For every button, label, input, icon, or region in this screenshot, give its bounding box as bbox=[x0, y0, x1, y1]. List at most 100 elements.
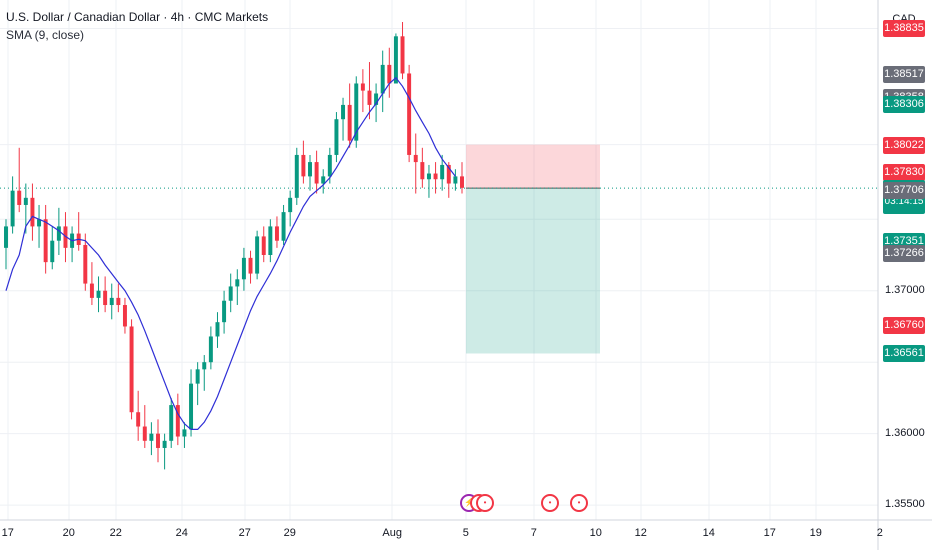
candle-body bbox=[426, 173, 431, 180]
candle-body bbox=[327, 154, 332, 177]
price-tag: 1.38517 bbox=[883, 65, 925, 83]
time-tick-label: 20 bbox=[62, 527, 75, 539]
time-tick-label: Aug bbox=[382, 527, 402, 539]
candle-body bbox=[142, 426, 147, 441]
chart-legend: U.S. Dollar / Canadian Dollar · 4h · CMC… bbox=[6, 8, 268, 44]
candle-body bbox=[4, 226, 8, 248]
price-tag: 1.37830 bbox=[883, 164, 925, 182]
price-tag: 1.36561 bbox=[883, 345, 925, 363]
price-tag: 1.38306 bbox=[883, 96, 925, 114]
candle-body bbox=[433, 173, 438, 180]
candle-body bbox=[321, 176, 326, 184]
candle-body bbox=[56, 226, 61, 241]
candle-body bbox=[195, 369, 200, 384]
candle-body bbox=[354, 83, 359, 141]
candle-body bbox=[83, 244, 88, 284]
candle-body bbox=[50, 240, 55, 263]
take-profit-zone bbox=[466, 188, 600, 354]
time-tick-label: 12 bbox=[634, 527, 647, 539]
sma-indicator-label[interactable]: SMA (9, close) bbox=[6, 28, 85, 42]
sma-line bbox=[5, 76, 456, 430]
candle-body bbox=[162, 440, 167, 448]
candle-body bbox=[360, 83, 365, 91]
candle-body bbox=[274, 226, 279, 241]
candle-body bbox=[208, 336, 213, 363]
candle-body bbox=[261, 236, 266, 255]
candle-body bbox=[241, 257, 246, 280]
time-tick-label: 2 bbox=[876, 527, 883, 539]
candle-body bbox=[367, 90, 372, 105]
candle-body bbox=[301, 154, 306, 177]
candle-body bbox=[10, 190, 15, 227]
chart-title: U.S. Dollar / Canadian Dollar · 4h · CMC… bbox=[6, 10, 269, 24]
price-tag: 1.38022 bbox=[883, 136, 925, 154]
candle-body bbox=[374, 93, 379, 105]
candle-body bbox=[460, 176, 464, 188]
candle-body bbox=[43, 219, 48, 263]
candle-body bbox=[23, 197, 28, 205]
candle-body bbox=[228, 286, 233, 301]
candle-body bbox=[116, 297, 121, 306]
candle-body bbox=[387, 64, 392, 84]
candle-body bbox=[215, 322, 220, 337]
event-icon-4[interactable]: • bbox=[570, 494, 588, 512]
candle-body bbox=[129, 326, 134, 413]
price-tick-label: 1.36000 bbox=[885, 426, 925, 439]
time-tick-label: 22 bbox=[109, 527, 122, 539]
candle-body bbox=[248, 257, 253, 274]
candle-body bbox=[420, 162, 425, 180]
time-tick-label: 29 bbox=[283, 527, 296, 539]
stop-loss-zone bbox=[466, 144, 600, 189]
candle-body bbox=[222, 300, 227, 323]
candle-body bbox=[334, 119, 339, 155]
price-tag: 1.38835 bbox=[883, 20, 925, 38]
candle-body bbox=[407, 73, 412, 155]
candle-body bbox=[89, 283, 94, 298]
candle-body bbox=[175, 405, 180, 437]
candle-body bbox=[413, 154, 418, 163]
candle-body bbox=[347, 104, 352, 141]
candle-body bbox=[156, 433, 160, 448]
candle-body bbox=[169, 405, 174, 441]
candle-body bbox=[341, 104, 346, 120]
price-tick-label: 1.35500 bbox=[885, 498, 925, 511]
price-tag: 1.37706 bbox=[883, 181, 925, 199]
time-tick-label: 17 bbox=[763, 527, 776, 539]
candle-body bbox=[149, 433, 154, 441]
candle-body bbox=[103, 290, 108, 306]
candle-body bbox=[96, 290, 101, 298]
bar-countdown: 03:14:15 bbox=[884, 196, 924, 208]
event-icon-2[interactable]: • bbox=[476, 494, 494, 512]
candle-body bbox=[380, 64, 385, 94]
candle-body bbox=[30, 197, 35, 227]
event-icon-3[interactable]: • bbox=[541, 494, 559, 512]
time-tick-label: 7 bbox=[530, 527, 537, 539]
candle-body bbox=[136, 412, 141, 427]
time-tick-label: 14 bbox=[702, 527, 715, 539]
time-tick-label: 17 bbox=[1, 527, 14, 539]
candle-body bbox=[189, 383, 194, 430]
candle-body bbox=[281, 212, 286, 241]
candle-body bbox=[440, 164, 445, 180]
price-tag: 1.36760 bbox=[883, 317, 925, 335]
price-tick-label: 1.37000 bbox=[885, 283, 925, 296]
candle-body bbox=[314, 162, 319, 184]
candle-body bbox=[37, 219, 42, 227]
candle-body bbox=[294, 154, 299, 198]
time-tick-label: 5 bbox=[462, 527, 469, 539]
candle-body bbox=[446, 164, 451, 184]
price-tag: 1.37266 bbox=[883, 244, 925, 262]
candle-body bbox=[202, 362, 207, 370]
candle-body bbox=[109, 297, 114, 306]
candle-body bbox=[268, 226, 273, 255]
candle-body bbox=[400, 36, 405, 74]
candle-body bbox=[308, 162, 312, 177]
candle-body bbox=[17, 190, 22, 205]
time-tick-label: 27 bbox=[238, 527, 251, 539]
candle-body bbox=[235, 279, 240, 287]
time-tick-label: 19 bbox=[809, 527, 822, 539]
candle-body bbox=[122, 305, 127, 327]
candle-body bbox=[393, 36, 398, 84]
candle-body bbox=[182, 429, 187, 437]
